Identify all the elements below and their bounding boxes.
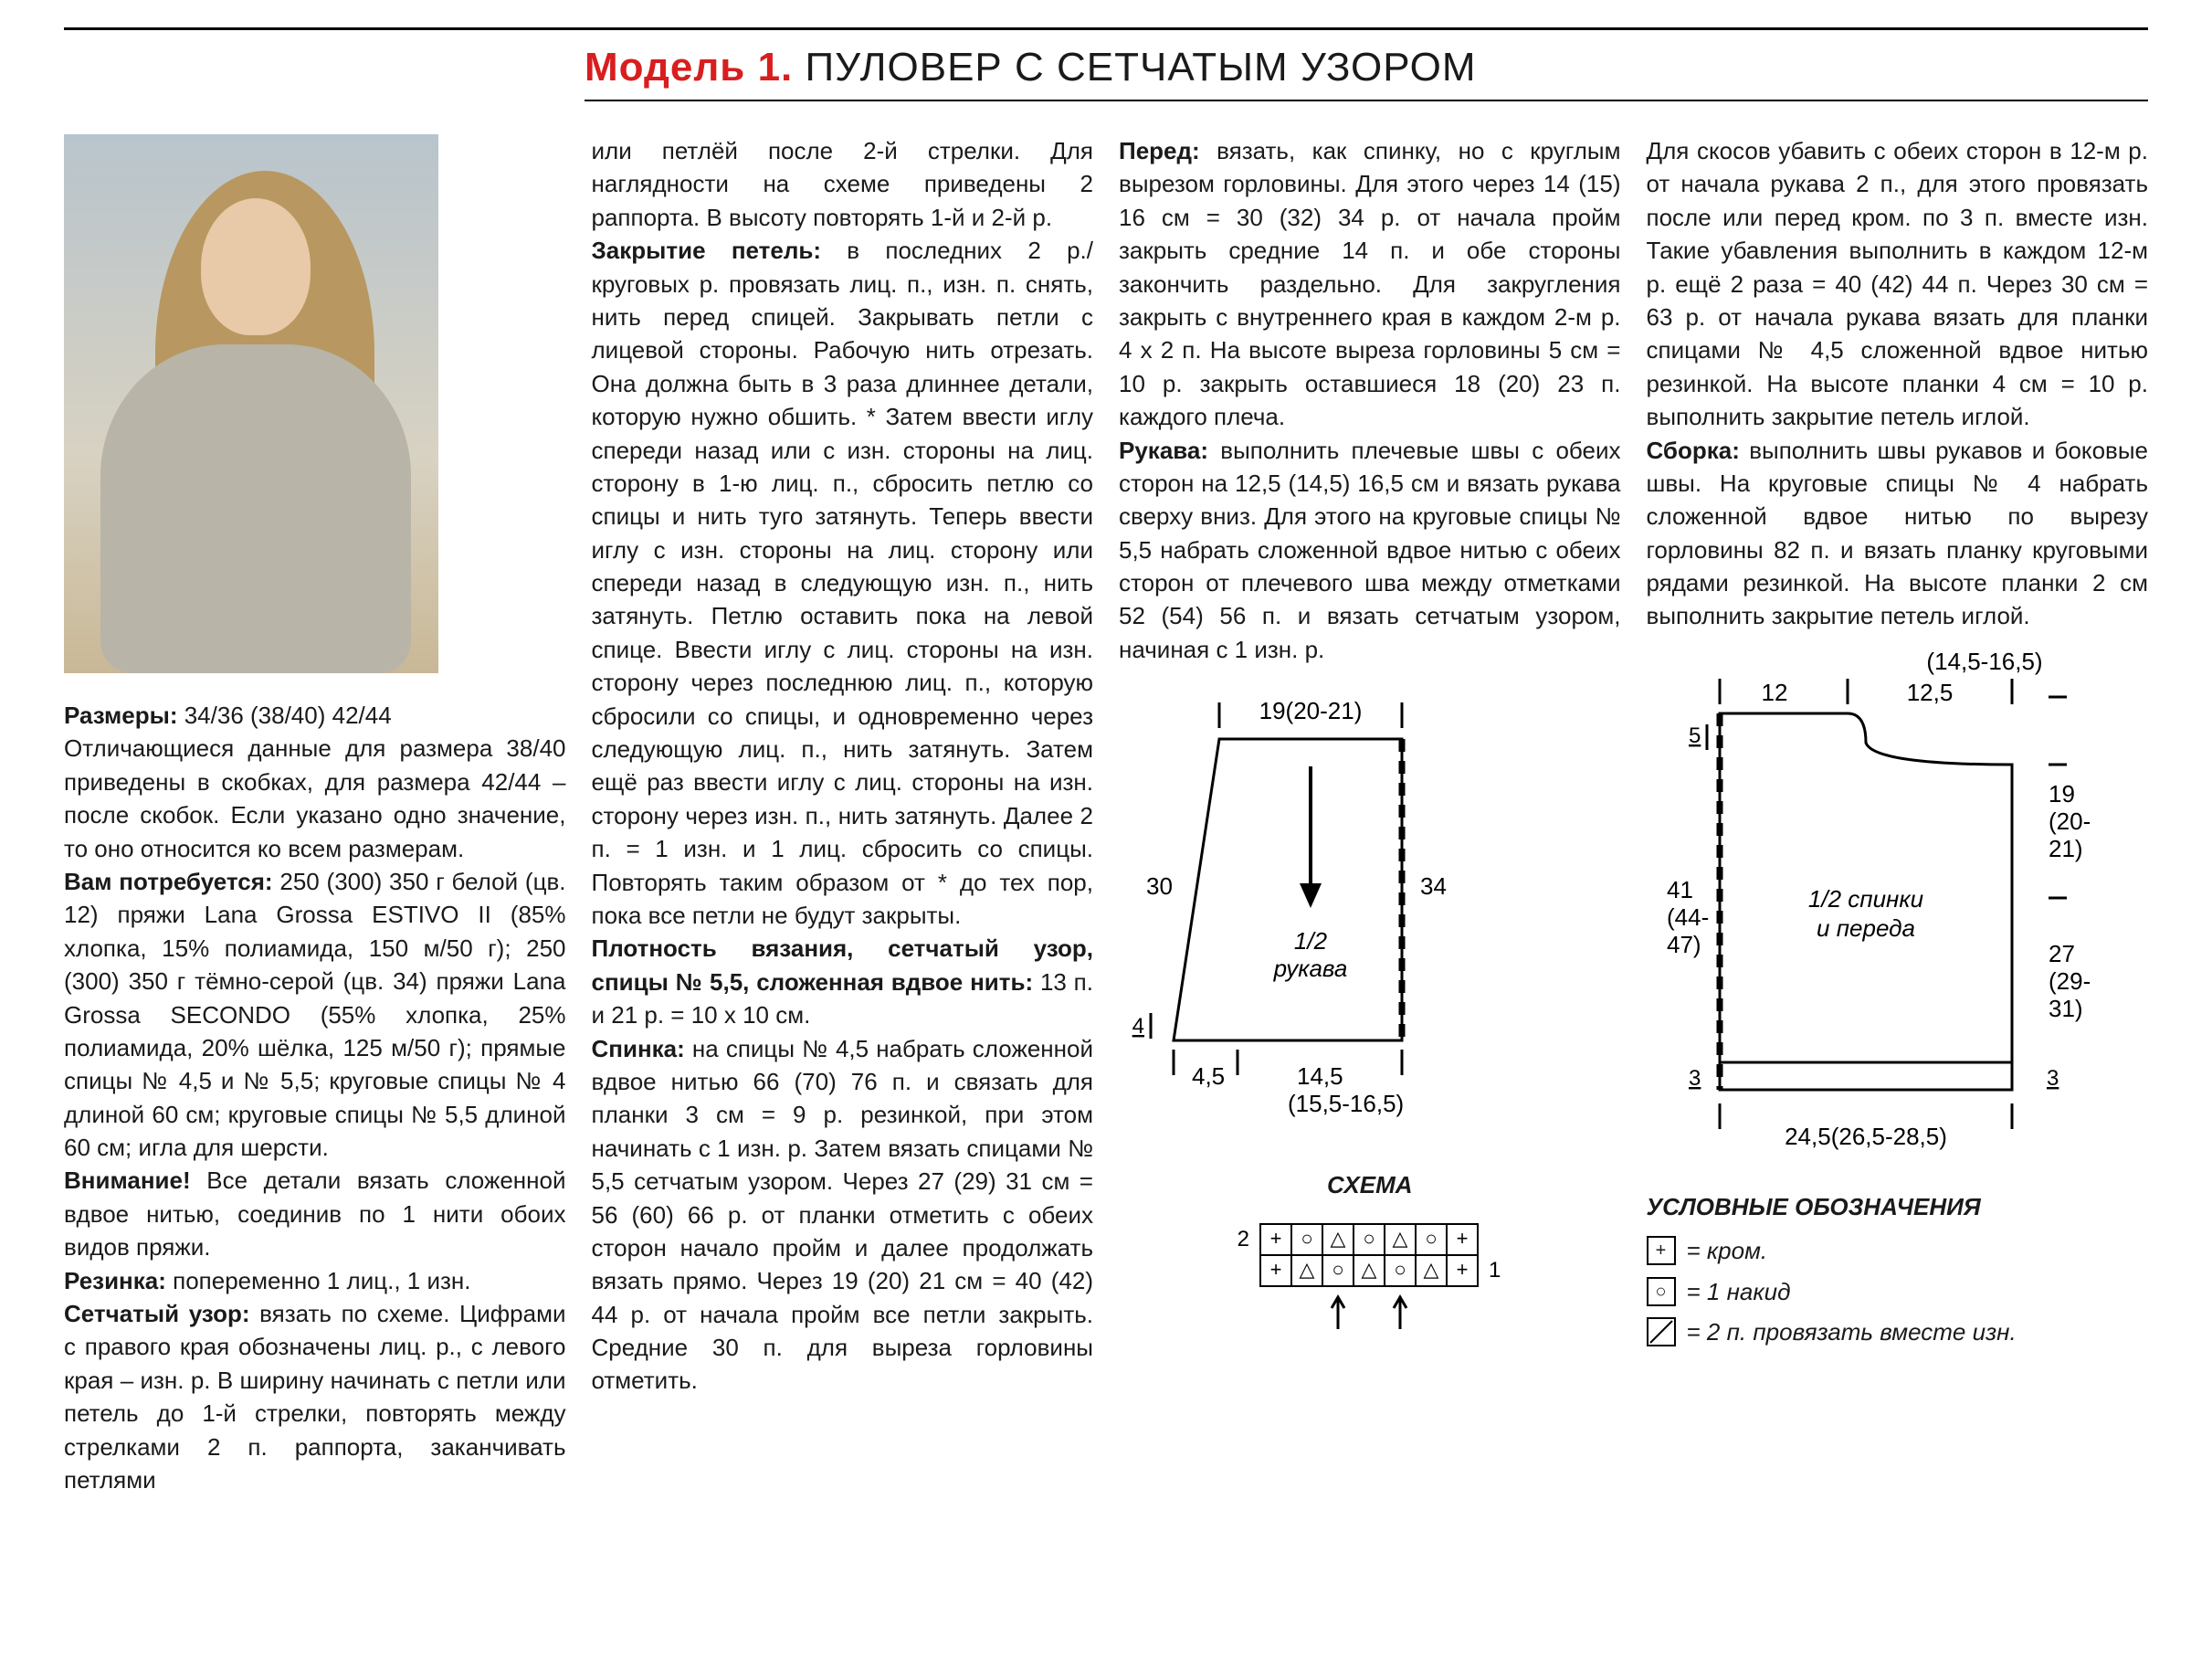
svg-text:△: △ [1299, 1258, 1314, 1281]
sleeve-label-2: рукава [1273, 955, 1348, 982]
schema-row1: 1 [1489, 1258, 1501, 1283]
svg-text:○: ○ [1363, 1227, 1375, 1250]
schema-block: СХЕМА + ○ △ ○ △ ○ + + △ ○ △ ○ △ + 2 1 [1119, 1168, 1621, 1342]
svg-text:○: ○ [1301, 1227, 1312, 1250]
title-text: ПУЛОВЕР С СЕТЧАТЫМ УЗОРОМ [793, 45, 1476, 90]
sleeve-bot-mid: 14,5 [1297, 1062, 1343, 1090]
sleeve-h-right: 34 [1420, 872, 1447, 900]
rib-text: попеременно 1 лиц., 1 изн. [173, 1267, 470, 1294]
legend-row-1: + = кром. [1647, 1234, 2149, 1267]
need-label: Вам потребуется: [64, 868, 279, 895]
body-bot-w: 24,5(26,5-28,5) [1785, 1123, 1947, 1150]
back-text: на спицы № 4,5 набрать сложенной вдвое н… [592, 1035, 1094, 1395]
schema-chart: + ○ △ ○ △ ○ + + △ ○ △ ○ △ + 2 1 [1206, 1215, 1534, 1343]
svg-text:31): 31) [2049, 995, 2083, 1022]
front-text: вязать, как спинку, но с круглым вырезом… [1119, 137, 1621, 430]
mid-rule [585, 100, 2148, 101]
sym-triangle-icon [1647, 1317, 1676, 1346]
sizes-value: 34/36 (38/40) 42/44 [184, 702, 392, 729]
svg-text:△: △ [1392, 1227, 1407, 1250]
asm-text: выполнить швы рукавов и боковые швы. На … [1647, 437, 2149, 630]
front-label: Перед: [1119, 137, 1217, 164]
gauge-label: Плотность вязания, сетчатый узор, спицы … [592, 934, 1094, 995]
svg-text:47): 47) [1667, 931, 1701, 958]
photo-face [201, 198, 311, 335]
svg-text:+: + [1269, 1258, 1281, 1281]
asm-label: Сборка: [1647, 437, 1750, 464]
svg-text:○: ○ [1332, 1258, 1343, 1281]
mesh-text: вязать по схеме. Цифрами с правого края … [64, 1300, 566, 1494]
svg-text:41: 41 [1667, 876, 1693, 903]
body-bot-left: 3 [1689, 1066, 1701, 1091]
schema-title: СХЕМА [1119, 1168, 1621, 1201]
close-label: Закрытие петель: [592, 237, 848, 264]
svg-text:△: △ [1361, 1258, 1376, 1281]
sleeve-bot-left: 4,5 [1192, 1062, 1225, 1090]
legend-row-3: = 2 п. провязать вместе изн. [1647, 1315, 2149, 1348]
svg-text:1/2 спинки: 1/2 спинки [1807, 885, 1922, 913]
svg-text:(20-: (20- [2049, 808, 2091, 835]
sizes-note: Отличающиеся данные для размера 38/40 пр… [64, 732, 566, 865]
svg-text:21): 21) [2049, 835, 2083, 862]
column-4: Для скосов убавить с обеих сторон в 12-м… [1647, 134, 2149, 1496]
page-grid: Размеры: 34/36 (38/40) 42/44 Отличающиес… [64, 134, 2148, 1496]
svg-text:(44-: (44- [1667, 903, 1709, 931]
sizes-label: Размеры: [64, 702, 184, 729]
model-number: Модель 1. [585, 45, 793, 90]
svg-text:△: △ [1330, 1227, 1345, 1250]
attn-label: Внимание! [64, 1167, 206, 1194]
sleeves-label: Рукава: [1119, 437, 1220, 464]
legend-title: УСЛОВНЫЕ ОБОЗНАЧЕНИЯ [1647, 1190, 2149, 1223]
body-top-left: 12 [1761, 679, 1787, 706]
column-2: или петлёй после 2-й стрелки. Для нагляд… [592, 134, 1094, 1496]
body-neck-h: 5 [1689, 723, 1701, 748]
svg-text:○: ○ [1425, 1227, 1437, 1250]
body-bot-right: 3 [2047, 1066, 2059, 1091]
svg-text:и переда: и переда [1817, 914, 1915, 942]
sleeve-diagram: 19(20-21) 1/2 рукава 30 34 4 4,5 14,5 (1… [1119, 693, 1539, 1132]
svg-text:(29-: (29- [2049, 967, 2091, 995]
svg-text:+: + [1269, 1227, 1281, 1250]
need-text: 250 (300) 350 г белой (цв. 12) пряжи Lan… [64, 868, 566, 1161]
legend-r3: = 2 п. провязать вместе изн. [1687, 1315, 2017, 1348]
svg-text:+: + [1456, 1258, 1468, 1281]
svg-text:○: ○ [1394, 1258, 1406, 1281]
body-diagram: (14,5-16,5) 12 12,5 5 19 (20- 21) 41 (44… [1647, 651, 2140, 1163]
page-title: Модель 1. ПУЛОВЕР С СЕТЧАТЫМ УЗОРОМ [585, 45, 2148, 90]
legend-r2: = 1 накид [1687, 1275, 1791, 1308]
legend: УСЛОВНЫЕ ОБОЗНАЧЕНИЯ + = кром. ○ = 1 нак… [1647, 1190, 2149, 1349]
sym-plus-icon: + [1647, 1236, 1676, 1265]
sleeve-bot-left-small: 4 [1132, 1014, 1144, 1039]
rib-label: Резинка: [64, 1267, 173, 1294]
body-r-top: 19 [2049, 780, 2075, 808]
sleeves-text: выполнить плечевые швы с обеих сторон на… [1119, 437, 1621, 663]
body-top-note: (14,5-16,5) [1926, 651, 2042, 675]
sleeve-top-w: 19(20-21) [1259, 697, 1363, 724]
svg-text:+: + [1456, 1227, 1468, 1250]
legend-r1: = кром. [1687, 1234, 1768, 1267]
sym-circle-icon: ○ [1647, 1277, 1676, 1306]
col2-p1: или петлёй после 2-й стрелки. Для нагляд… [592, 134, 1094, 234]
svg-text:27: 27 [2049, 940, 2075, 967]
sleeve-label-1: 1/2 [1294, 927, 1328, 955]
body-top-right: 12,5 [1906, 679, 1953, 706]
schema-row2: 2 [1237, 1227, 1248, 1251]
column-1: Размеры: 34/36 (38/40) 42/44 Отличающиес… [64, 134, 566, 1496]
col4-p1: Для скосов убавить с обеих сторон в 12-м… [1647, 134, 2149, 434]
model-photo [64, 134, 438, 673]
svg-text:△: △ [1423, 1258, 1438, 1281]
column-3: Перед: вязать, как спинку, но с круглым … [1119, 134, 1621, 1496]
legend-row-2: ○ = 1 накид [1647, 1275, 2149, 1308]
sleeve-bot-sub: (15,5-16,5) [1288, 1090, 1404, 1117]
sleeve-h-left: 30 [1146, 872, 1173, 900]
mesh-label: Сетчатый узор: [64, 1300, 259, 1327]
top-rule [64, 27, 2148, 30]
close-text: в последних 2 р./ круговых р. провязать … [592, 237, 1094, 929]
photo-sweater [100, 344, 411, 673]
back-label: Спинка: [592, 1035, 692, 1062]
